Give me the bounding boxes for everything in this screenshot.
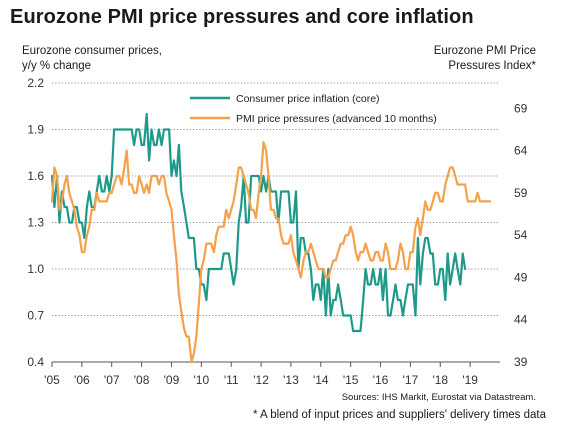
x-tick-label: '07: [104, 373, 120, 387]
core-inflation-line: [50, 112, 467, 333]
chart-title: Eurozone PMI price pressures and core in…: [10, 6, 474, 28]
x-tick-label: '09: [164, 373, 180, 387]
left-tick-label: 1.0: [27, 262, 44, 276]
x-tick-label: '17: [403, 373, 419, 387]
right-tick-label: 59: [514, 186, 528, 200]
right-axis-label-line2: Pressures Index*: [448, 60, 536, 72]
right-tick-label: 39: [514, 355, 528, 369]
x-tick-label: '10: [194, 373, 210, 387]
right-tick-label: 64: [514, 144, 528, 158]
left-tick-label: 2.2: [27, 76, 44, 90]
right-axis-label-line1: Eurozone PMI Price: [433, 45, 536, 57]
left-tick-label: 1.3: [27, 216, 44, 230]
left-tick-label: 1.9: [27, 123, 44, 137]
x-tick-label: '12: [253, 373, 269, 387]
legend-label-pmi: PMI price pressures (advanced 10 months): [236, 113, 437, 125]
left-tick-label: 1.6: [27, 169, 44, 183]
x-tick-label: '19: [462, 373, 478, 387]
left-axis-label-line1: Eurozone consumer prices,: [22, 45, 162, 57]
x-tick-label: '14: [313, 373, 329, 387]
x-tick-label: '16: [373, 373, 389, 387]
sources-note: Sources: IHS Markit, Eurostat via Datast…: [341, 392, 536, 403]
x-tick-label: '11: [224, 373, 239, 387]
right-tick-label: 54: [514, 228, 528, 242]
footnote: * A blend of input prices and suppliers'…: [252, 409, 546, 421]
left-tick-label: 0.4: [27, 355, 44, 369]
left-axis-label-line2: y/y % change: [22, 60, 92, 72]
x-tick-label: '05: [44, 373, 60, 387]
x-tick-label: '15: [343, 373, 359, 387]
right-tick-label: 69: [514, 101, 528, 115]
left-axis-label: Eurozone consumer prices, y/y % change: [22, 44, 162, 74]
right-axis-label: Eurozone PMI Price Pressures Index*: [434, 44, 536, 74]
x-tick-label: '08: [134, 373, 150, 387]
legend-label-core: Consumer price inflation (core): [236, 93, 380, 105]
right-tick-label: 44: [514, 313, 528, 327]
left-tick-label: 0.7: [27, 309, 44, 323]
x-tick-label: '06: [74, 373, 90, 387]
right-tick-label: 49: [514, 270, 528, 284]
x-tick-label: '13: [283, 373, 299, 387]
x-tick-label: '18: [432, 373, 448, 387]
pmi-price-pressures-line: [50, 141, 492, 364]
